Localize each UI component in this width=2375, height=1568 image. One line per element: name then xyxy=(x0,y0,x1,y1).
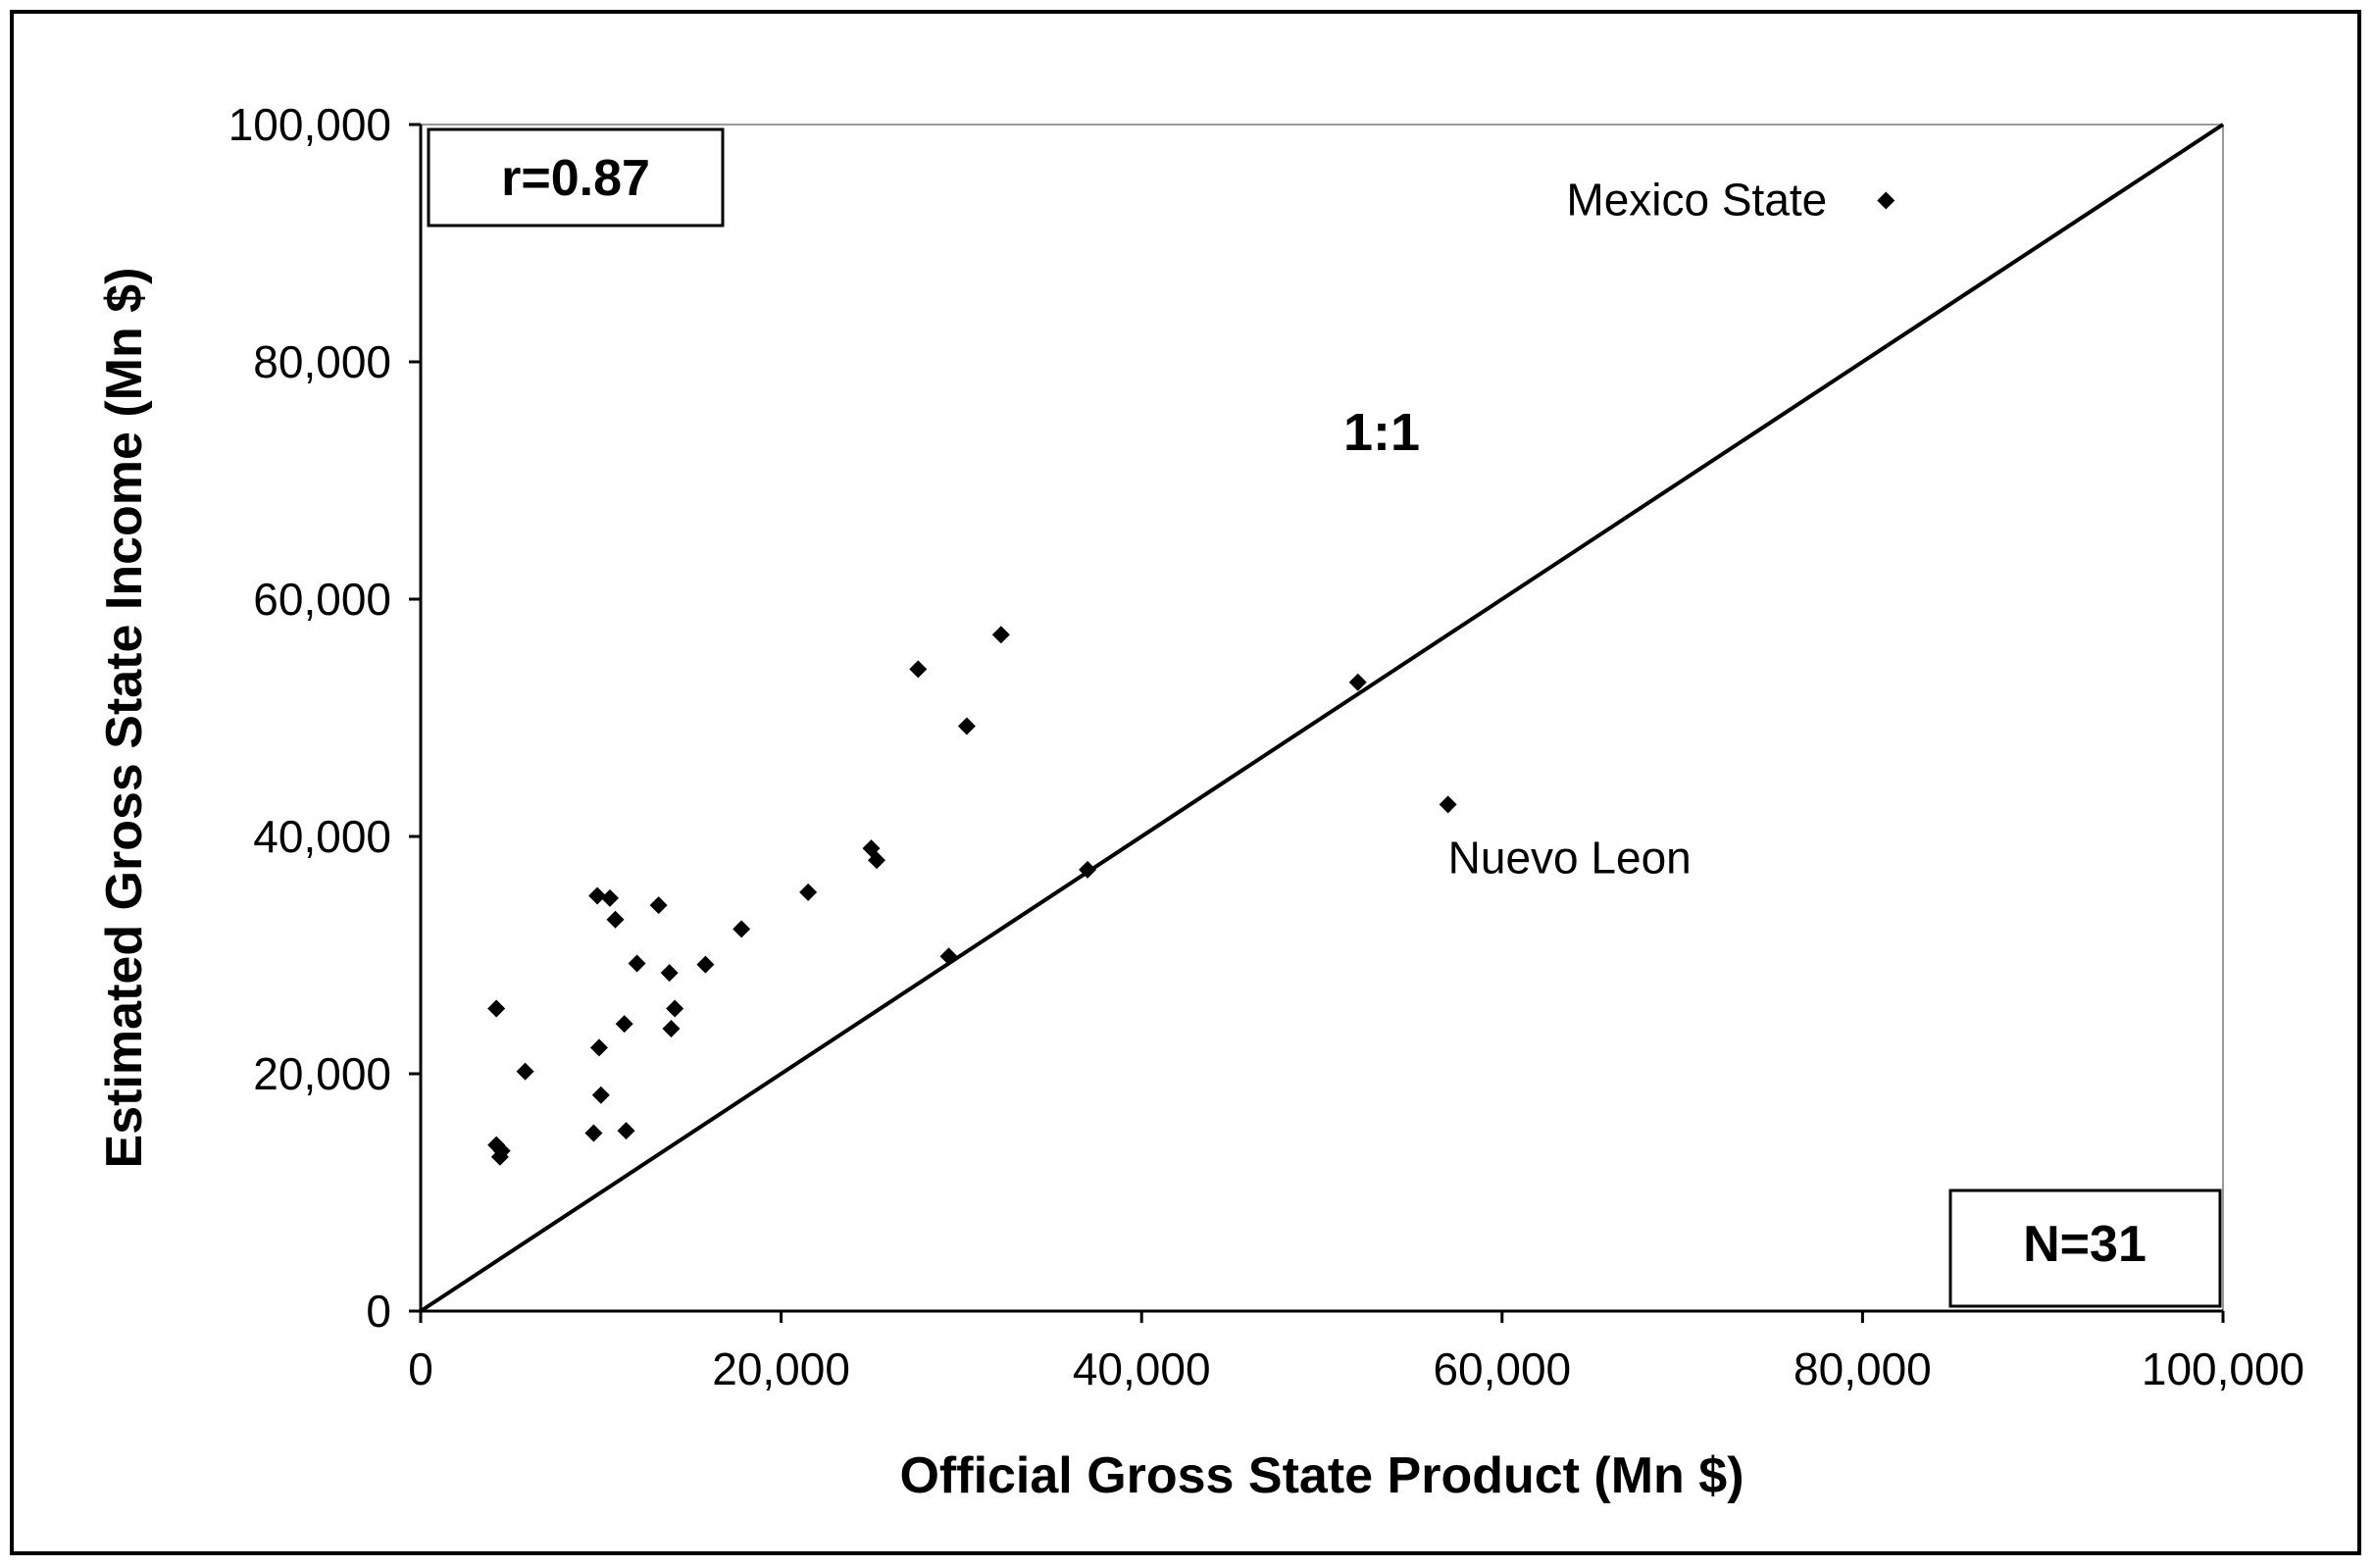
data-point xyxy=(733,920,751,938)
stat-box xyxy=(427,127,725,228)
data-point xyxy=(868,851,886,870)
data-point xyxy=(696,955,715,974)
data-point xyxy=(492,1141,511,1160)
y-tick-label: 60,000 xyxy=(253,574,391,625)
point-annotation: Nuevo Leon xyxy=(1448,832,1692,883)
data-point xyxy=(991,626,1010,644)
data-point xyxy=(660,964,679,983)
data-point xyxy=(662,1020,681,1038)
x-tick-label: 0 xyxy=(408,1343,433,1394)
x-axis-title: Official Gross State Product (Mn $) xyxy=(899,1447,1743,1504)
data-point xyxy=(1079,860,1097,879)
point-annotation: Mexico State xyxy=(1566,174,1827,225)
x-tick-label: 20,000 xyxy=(712,1343,850,1394)
data-point xyxy=(666,999,684,1018)
x-tick-label: 80,000 xyxy=(1794,1343,1932,1394)
data-point xyxy=(649,896,668,915)
x-tick-label: 60,000 xyxy=(1433,1343,1571,1394)
data-point xyxy=(909,660,928,679)
y-tick-label: 40,000 xyxy=(253,811,391,862)
data-point xyxy=(584,1124,603,1142)
data-point xyxy=(589,1038,608,1057)
y-tick-label: 100,000 xyxy=(228,99,391,150)
x-tick-label: 40,000 xyxy=(1073,1343,1211,1394)
data-point xyxy=(957,717,976,735)
data-point xyxy=(617,1122,635,1140)
y-tick-label: 20,000 xyxy=(253,1048,391,1099)
data-point xyxy=(591,1086,610,1104)
scatter-chart: 0 20,000 40,000 60,000 80,000 100,000 0 20,000 4… xyxy=(96,99,2304,1504)
data-point xyxy=(1877,191,1895,210)
y-tick-label: 0 xyxy=(366,1286,391,1337)
data-point xyxy=(606,910,625,929)
y-tick-label: 80,000 xyxy=(253,336,391,387)
n-box-label: N=31 xyxy=(2023,1216,2147,1273)
reference-line-label: 1:1 xyxy=(1343,403,1420,462)
chart-figure: 0 20,000 40,000 60,000 80,000 100,000 0 20,000 4… xyxy=(10,10,2361,1555)
data-point xyxy=(516,1062,534,1081)
stat-box-label: r=0.87 xyxy=(501,150,650,207)
data-point xyxy=(615,1015,633,1034)
data-point xyxy=(939,947,958,966)
x-tick-label: 100,000 xyxy=(2142,1343,2304,1394)
data-point xyxy=(487,1136,506,1154)
data-point xyxy=(487,999,506,1018)
data-point xyxy=(1348,673,1367,691)
data-point xyxy=(1439,795,1457,814)
data-point xyxy=(799,883,818,901)
data-point xyxy=(588,886,607,905)
data-point xyxy=(628,954,646,973)
n-box xyxy=(1948,1189,2222,1308)
one-to-one-line xyxy=(419,123,2225,1313)
y-axis-title: Estimated Gross State Income (Mn $) xyxy=(96,268,153,1169)
data-point xyxy=(600,888,619,907)
